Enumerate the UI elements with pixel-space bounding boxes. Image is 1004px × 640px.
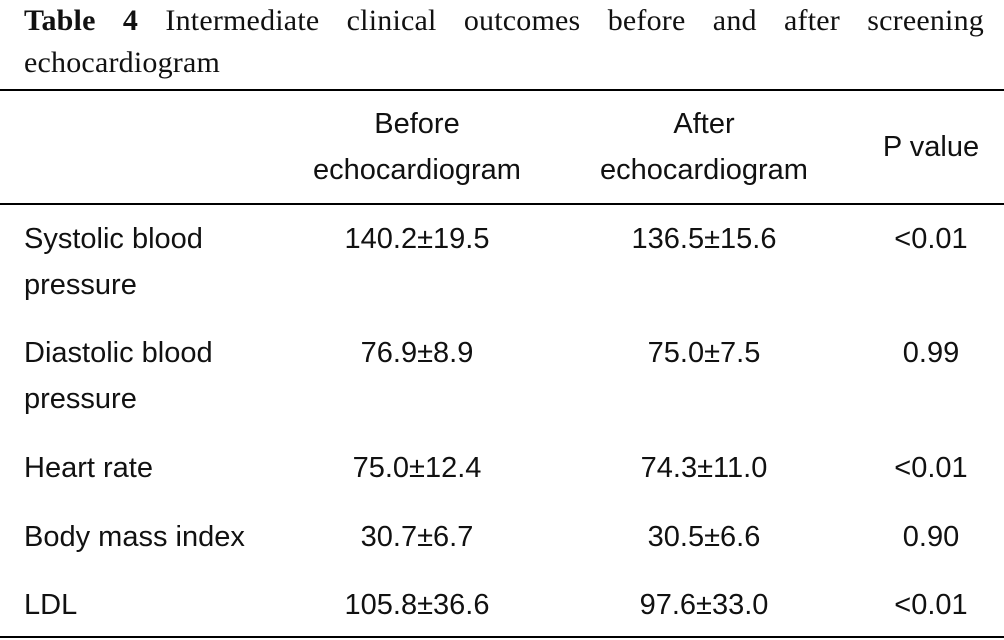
row-label-diastolic-line-1: Diastolic blood — [24, 337, 213, 369]
row-label-systolic-line-2: pressure — [24, 269, 137, 301]
cell-systolic-before: 140.2±19.5 — [344, 223, 490, 255]
column-header-before-line-1: Before — [374, 108, 460, 140]
column-header-before: Before echocardiogram — [290, 101, 544, 193]
row-label-systolic-line-1: Systolic blood — [24, 223, 203, 255]
cell-bmi-p: 0.90 — [902, 521, 960, 553]
table-label: Table 4 — [24, 4, 139, 37]
cell-diastolic-before: 76.9±8.9 — [360, 337, 474, 369]
cell-bmi-before: 30.7±6.7 — [360, 521, 474, 553]
row-label-diastolic: Diastolic blood pressure — [24, 330, 294, 422]
cell-heart-rate-before: 75.0±12.4 — [352, 452, 482, 484]
row-label-systolic: Systolic blood pressure — [24, 216, 294, 308]
cell-heart-rate-after: 74.3±11.0 — [640, 452, 768, 484]
cell-systolic-p: <0.01 — [894, 223, 968, 255]
table-bottom-rule — [0, 636, 1004, 638]
row-label-bmi: Body mass index — [24, 521, 245, 553]
row-label-heart-rate: Heart rate — [24, 452, 153, 484]
cell-ldl-before: 105.8±36.6 — [344, 589, 490, 621]
cell-systolic-after: 136.5±15.6 — [631, 223, 777, 255]
row-label-ldl: LDL — [24, 589, 78, 621]
column-header-p-value: P value — [882, 131, 980, 163]
table-title: Intermediate clinical outcomes before an… — [24, 4, 984, 79]
row-label-diastolic-line-2: pressure — [24, 383, 137, 415]
column-header-after-line-1: After — [673, 108, 735, 140]
table-header-rule — [0, 203, 1004, 205]
cell-ldl-p: <0.01 — [894, 589, 968, 621]
cell-diastolic-after: 75.0±7.5 — [647, 337, 761, 369]
column-header-before-line-2: echocardiogram — [313, 154, 521, 186]
column-header-after: After echocardiogram — [578, 101, 830, 193]
cell-heart-rate-p: <0.01 — [894, 452, 968, 484]
table-caption: Table 4 Intermediate clinical outcomes b… — [24, 0, 984, 84]
cell-bmi-after: 30.5±6.6 — [647, 521, 761, 553]
column-header-after-line-2: echocardiogram — [600, 154, 808, 186]
table-top-rule — [0, 89, 1004, 91]
cell-ldl-after: 97.6±33.0 — [639, 589, 769, 621]
cell-diastolic-p: 0.99 — [902, 337, 960, 369]
